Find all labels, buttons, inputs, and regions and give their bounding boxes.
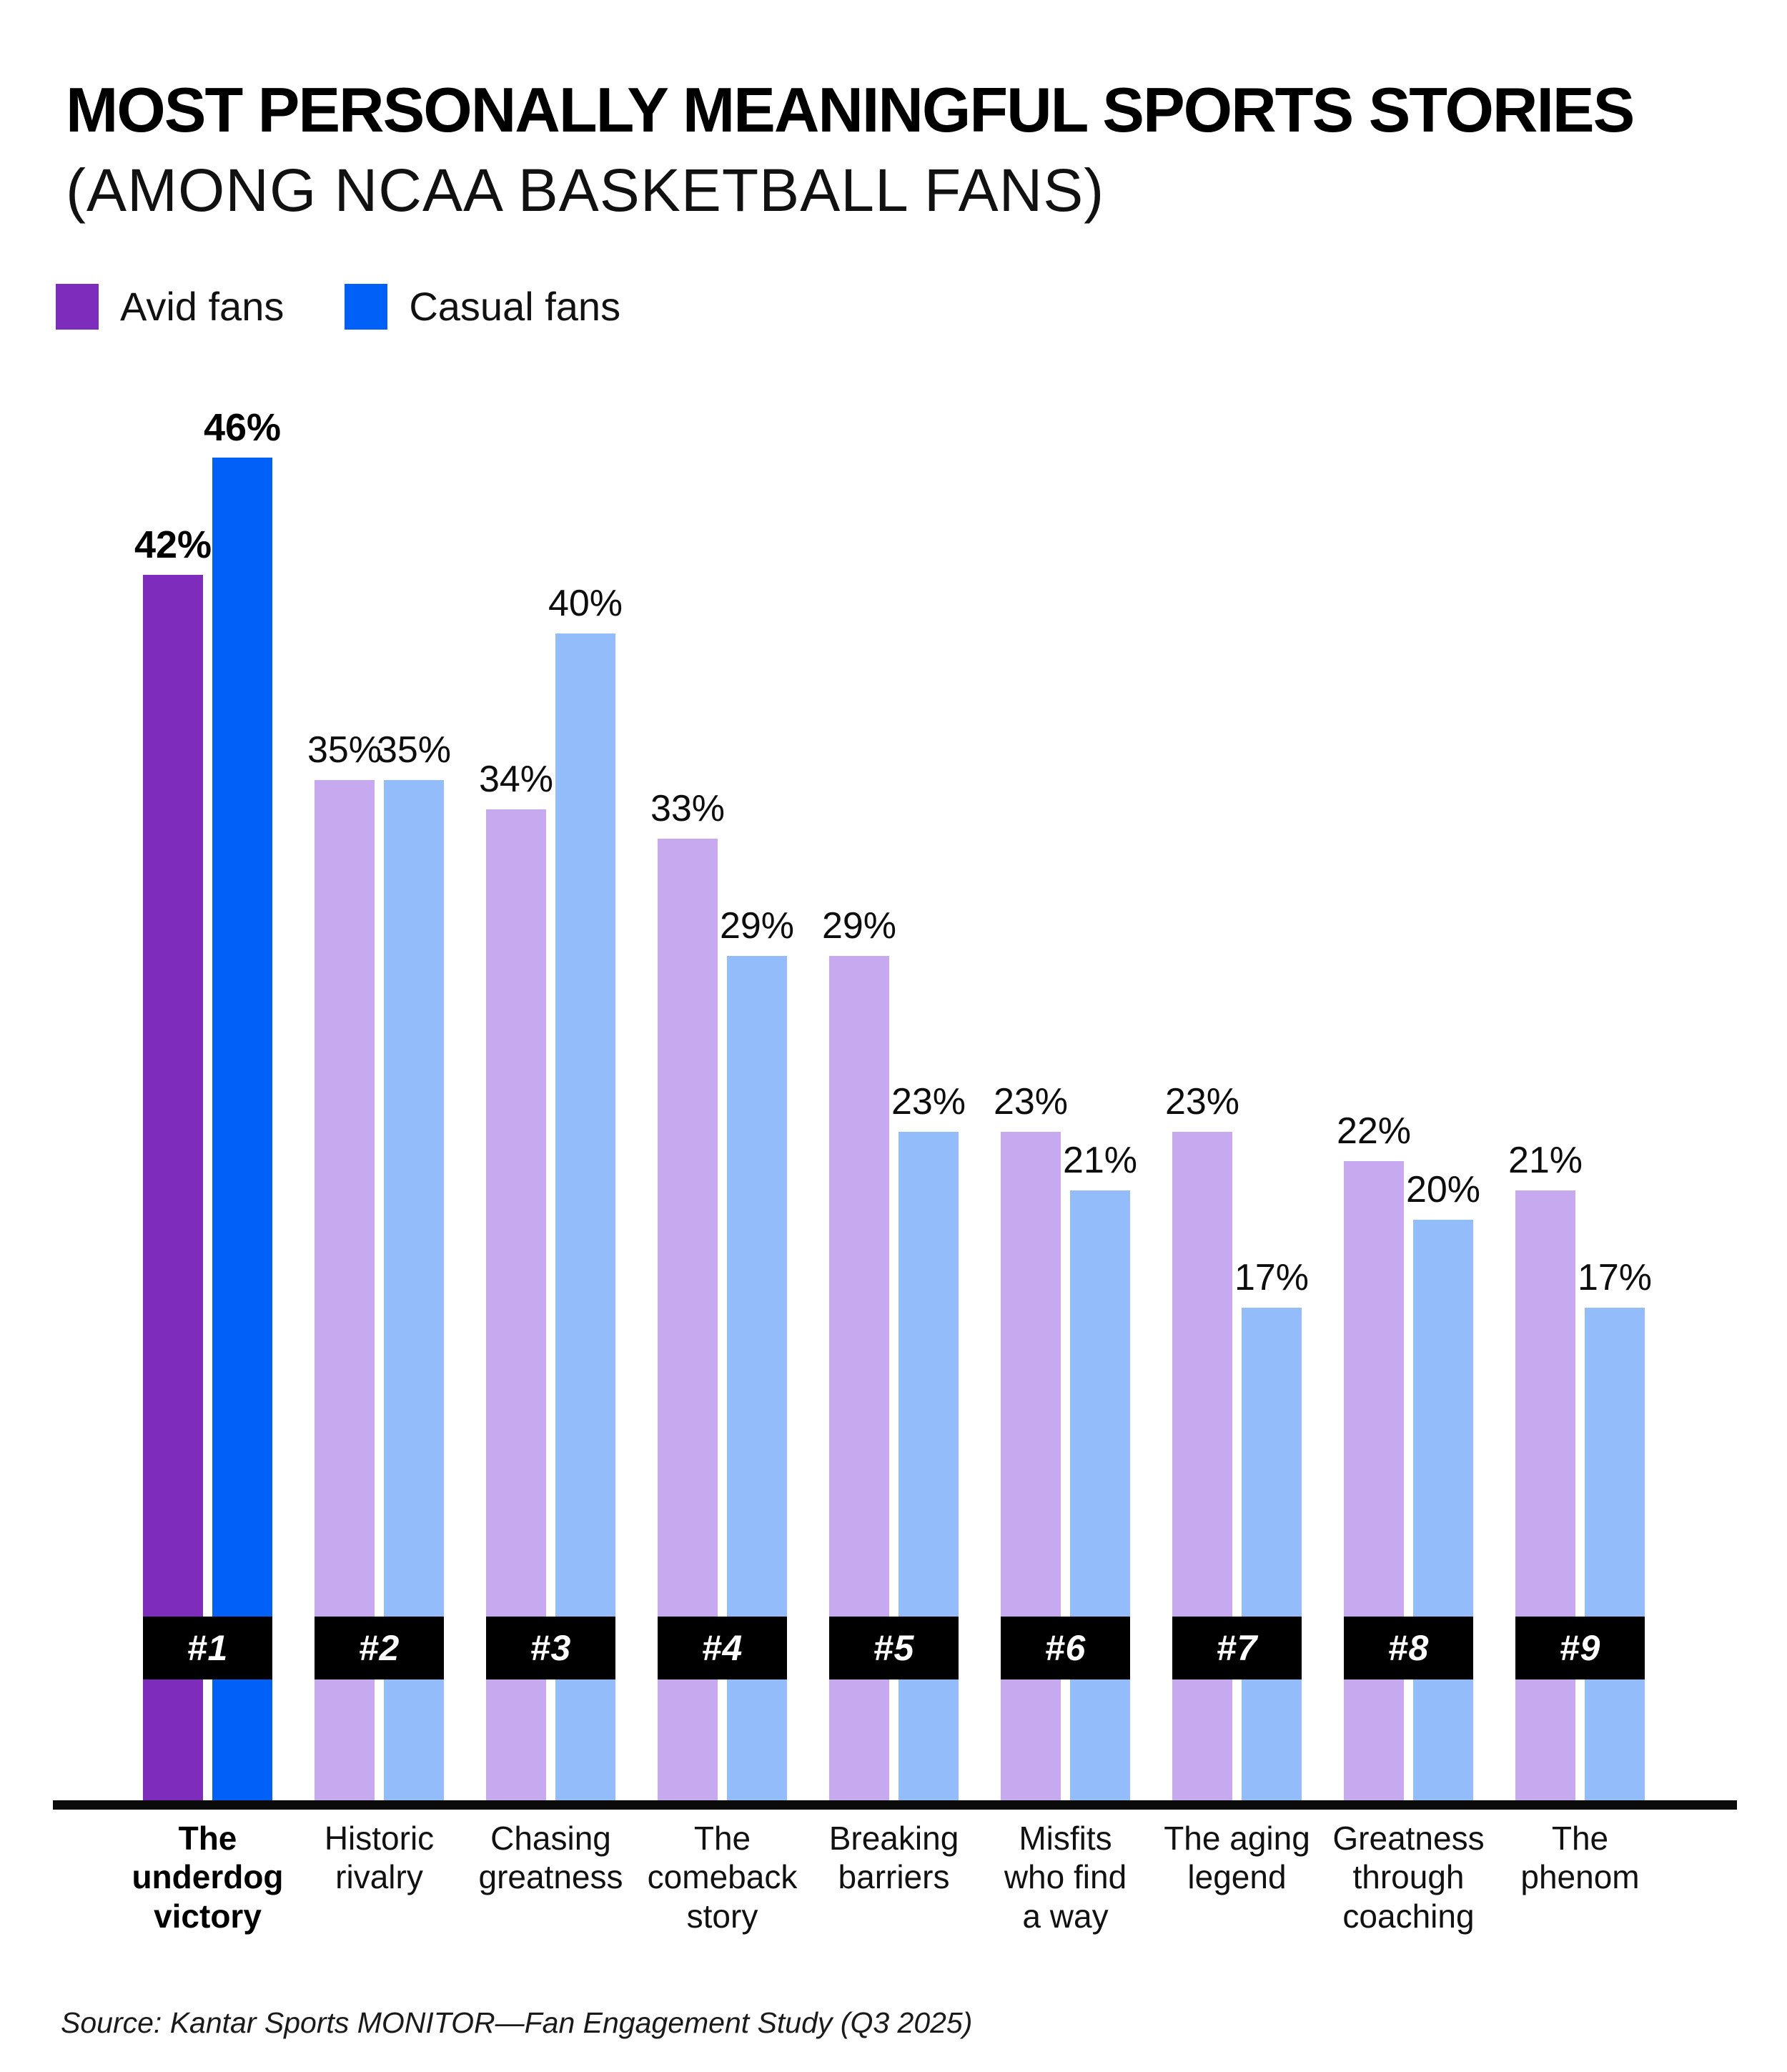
legend: Avid fans Casual fans bbox=[56, 283, 620, 330]
legend-label-casual: Casual fans bbox=[409, 284, 621, 329]
category-label: The phenom bbox=[1520, 1820, 1640, 1896]
value-label-avid: 22% bbox=[1336, 1110, 1412, 1152]
legend-item-avid-fans: Avid fans bbox=[56, 283, 284, 330]
bar-avid bbox=[1172, 1132, 1232, 1806]
value-label-avid: 23% bbox=[993, 1081, 1069, 1123]
value-label-avid: 33% bbox=[650, 788, 726, 829]
rank-badge: #7 bbox=[1172, 1617, 1302, 1679]
bar-casual bbox=[899, 1132, 959, 1806]
category-label: The comeback story bbox=[647, 1820, 798, 1935]
x-axis-line bbox=[53, 1800, 1737, 1810]
rank-badge: #2 bbox=[315, 1617, 444, 1679]
bar-casual bbox=[1413, 1220, 1473, 1806]
value-label-casual: 23% bbox=[891, 1081, 966, 1123]
rank-badge: #9 bbox=[1515, 1617, 1645, 1679]
category-label: Chasing greatness bbox=[478, 1820, 623, 1896]
value-label-avid: 35% bbox=[307, 729, 382, 771]
category-label: Misfits who find a way bbox=[1004, 1820, 1127, 1935]
value-label-casual: 35% bbox=[376, 729, 452, 771]
bar-casual bbox=[212, 458, 272, 1806]
source-note: Source: Kantar Sports MONITOR—Fan Engage… bbox=[61, 2006, 973, 2039]
bar-casual bbox=[1070, 1190, 1130, 1806]
value-label-avid: 23% bbox=[1164, 1081, 1240, 1123]
bar-casual bbox=[555, 633, 615, 1806]
bar-avid bbox=[143, 575, 203, 1806]
bar-avid bbox=[1001, 1132, 1061, 1806]
value-label-casual: 40% bbox=[548, 583, 623, 624]
legend-label-avid: Avid fans bbox=[120, 284, 284, 329]
legend-swatch-casual-icon bbox=[345, 283, 388, 330]
rank-badge: #3 bbox=[486, 1617, 615, 1679]
legend-swatch-avid-icon bbox=[56, 283, 99, 330]
legend-item-casual-fans: Casual fans bbox=[345, 283, 620, 330]
category-label: Greatness through coaching bbox=[1332, 1820, 1485, 1935]
rank-badge: #1 bbox=[143, 1617, 272, 1679]
category-label: The aging legend bbox=[1164, 1820, 1310, 1896]
value-label-casual: 17% bbox=[1234, 1257, 1310, 1298]
value-label-casual: 17% bbox=[1577, 1257, 1653, 1298]
value-label-avid: 34% bbox=[478, 759, 554, 800]
value-label-casual: 46% bbox=[203, 406, 282, 449]
page-subtitle: (AMONG NCAA BASKETBALL FANS) bbox=[66, 157, 1105, 224]
category-label: The underdog victory bbox=[132, 1820, 284, 1935]
value-label-casual: 29% bbox=[719, 905, 795, 947]
bar-avid bbox=[1344, 1161, 1404, 1806]
bar-avid bbox=[1515, 1190, 1575, 1806]
rank-badge: #8 bbox=[1344, 1617, 1473, 1679]
rank-badge: #6 bbox=[1001, 1617, 1130, 1679]
category-label: Breaking barriers bbox=[828, 1820, 959, 1896]
rank-badge: #4 bbox=[658, 1617, 787, 1679]
value-label-avid: 42% bbox=[134, 523, 212, 566]
rank-badge: #5 bbox=[829, 1617, 959, 1679]
category-label: Historic rivalry bbox=[324, 1820, 435, 1896]
value-label-avid: 21% bbox=[1508, 1140, 1583, 1181]
page-title: MOST PERSONALLY MEANINGFUL SPORTS STORIE… bbox=[66, 74, 1635, 145]
value-label-casual: 21% bbox=[1062, 1140, 1138, 1181]
value-label-avid: 29% bbox=[821, 905, 897, 947]
bar-casual bbox=[1242, 1308, 1302, 1806]
value-label-casual: 20% bbox=[1405, 1169, 1481, 1210]
bar-casual bbox=[1585, 1308, 1645, 1806]
